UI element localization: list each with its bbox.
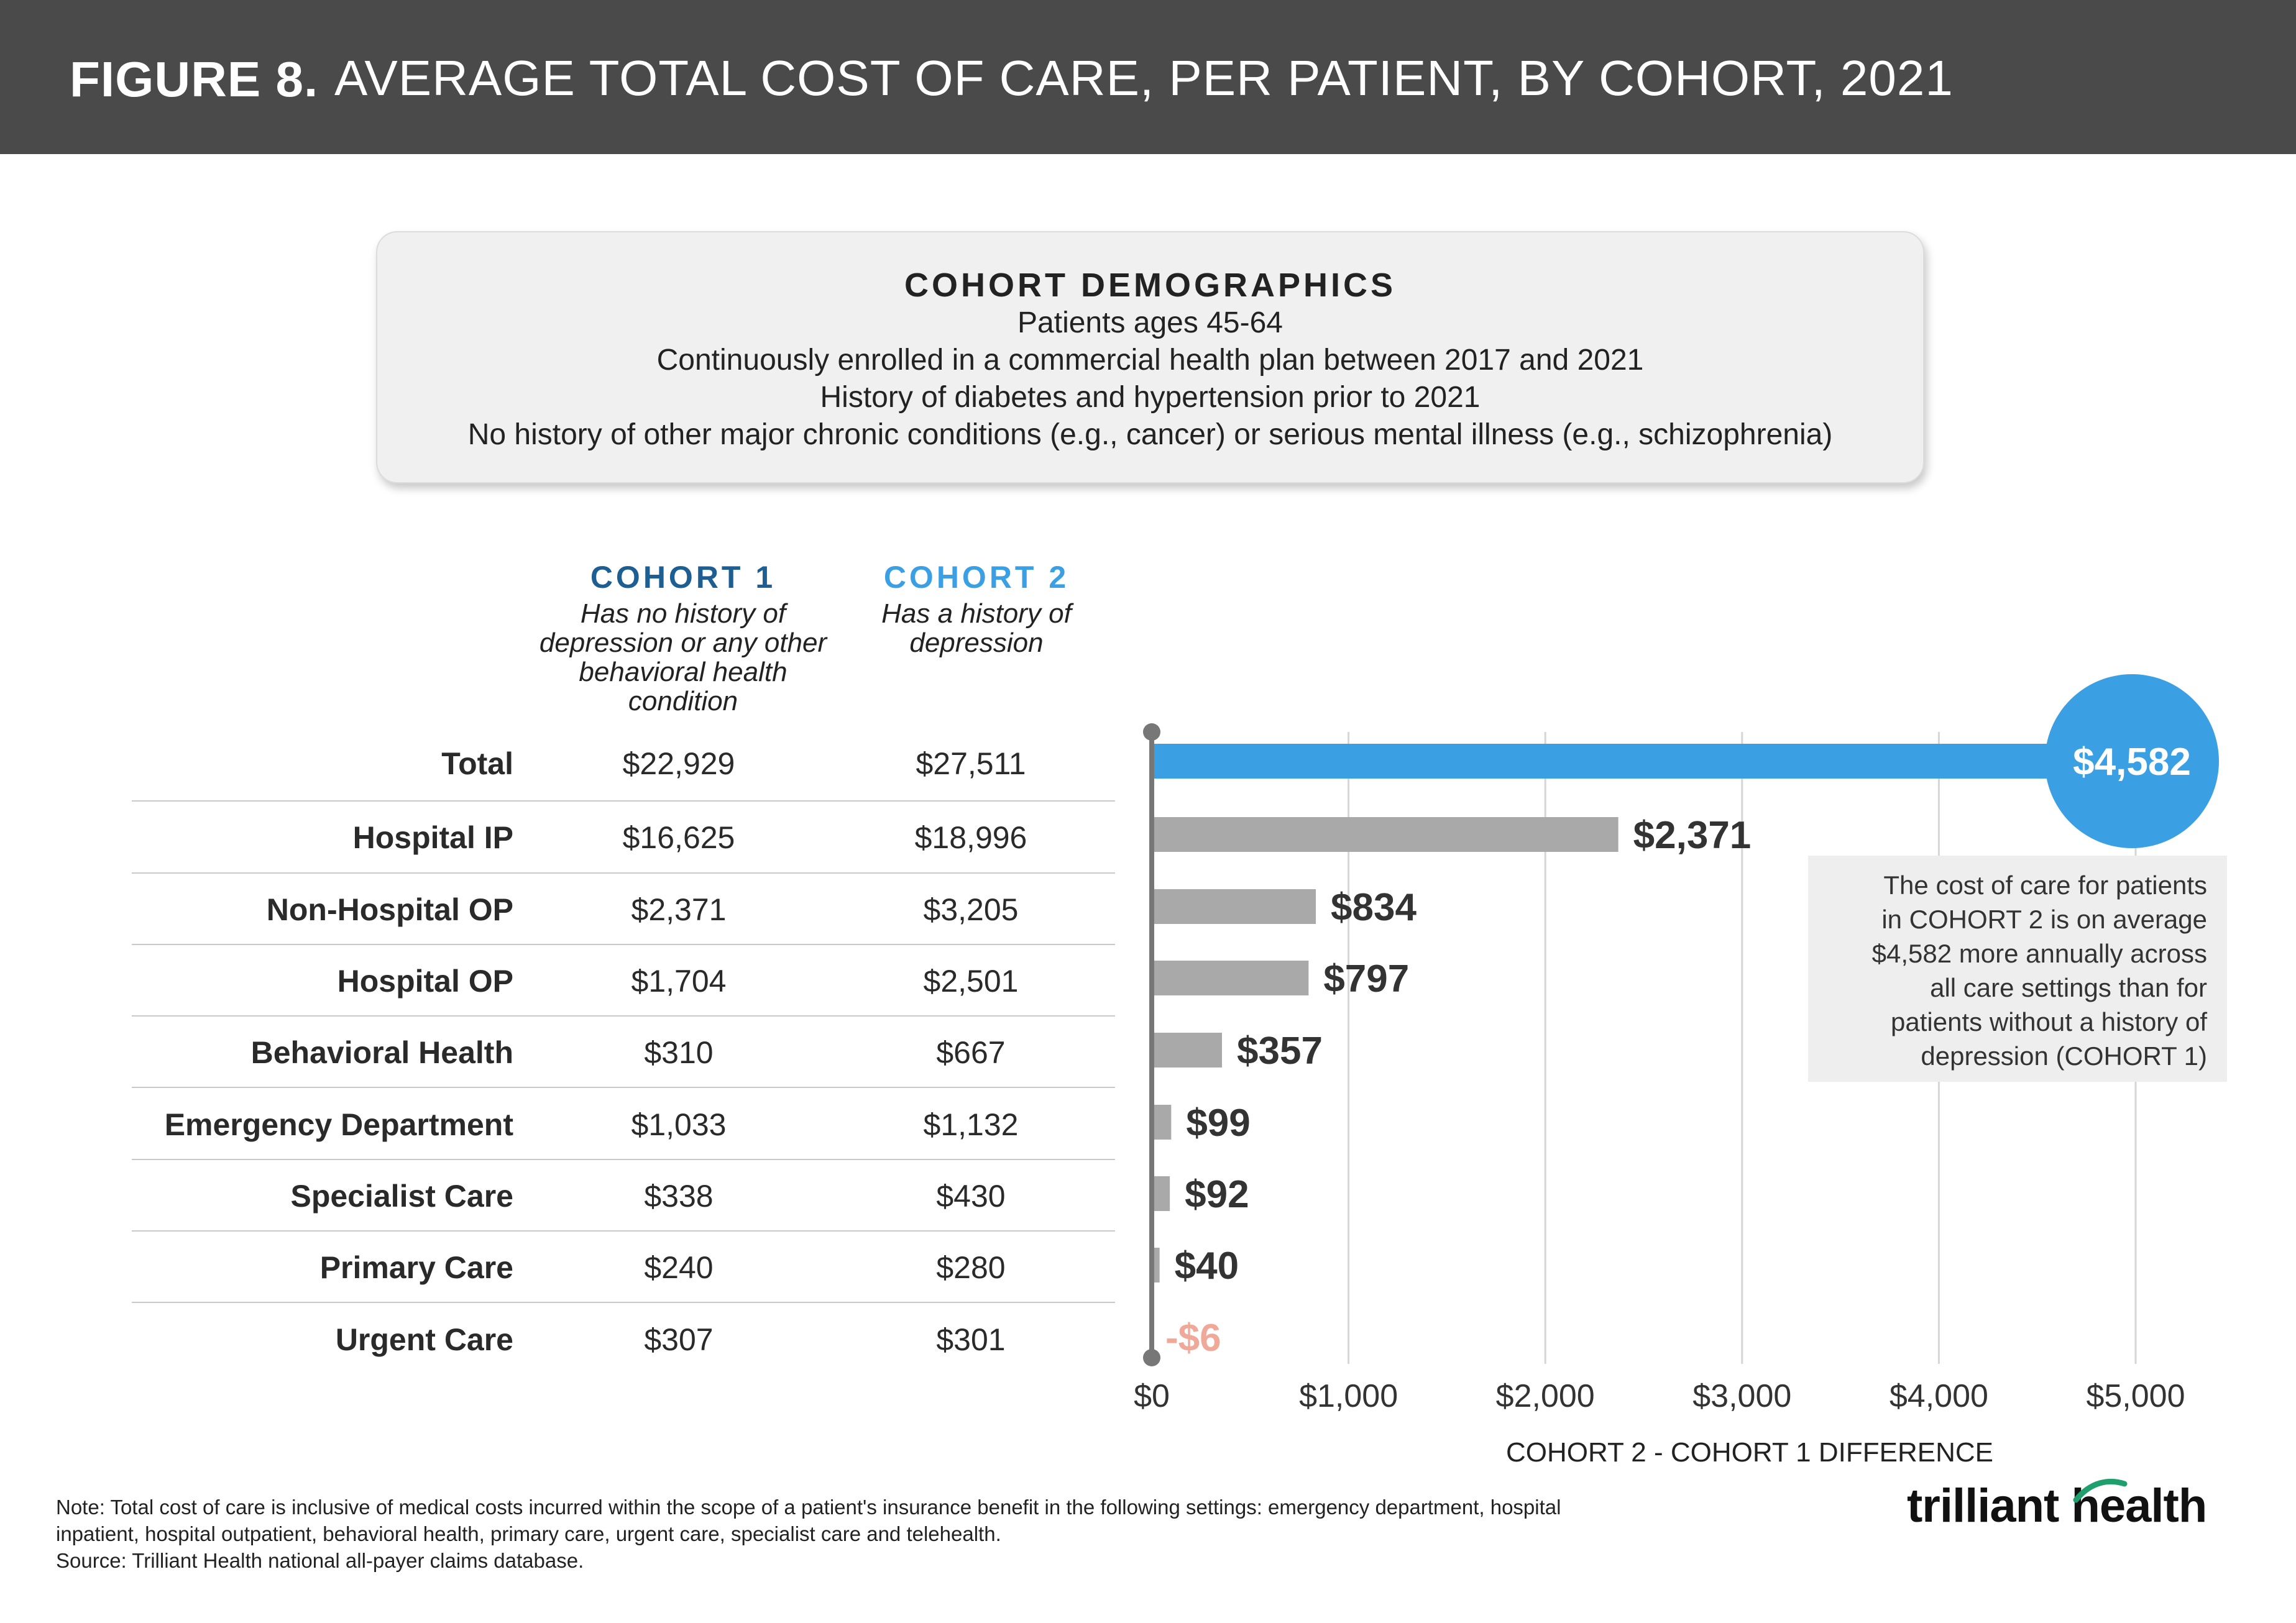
- callout-line: depression (COHORT 1): [1921, 1041, 2207, 1071]
- axis-end-dot: [1143, 1349, 1160, 1366]
- row-divider: [132, 1015, 1115, 1017]
- logo-swoosh-icon: [2073, 1478, 2128, 1503]
- callout-line: $4,582 more annually across: [1871, 939, 2207, 968]
- difference-bar: [1152, 889, 1316, 924]
- cohort1-header: COHORT 1 Has no history of depression or…: [521, 559, 845, 716]
- cohort1-cell: $307: [644, 1322, 714, 1357]
- cohort2-cell: $1,132: [923, 1107, 1019, 1142]
- bar-value-label: $92: [1185, 1173, 1249, 1216]
- axis-end-dot: [1143, 723, 1160, 741]
- row-label-hospital-op: Hospital OP: [337, 964, 513, 999]
- difference-bar: [1152, 961, 1309, 995]
- row-label-primary-care: Primary Care: [319, 1250, 513, 1285]
- cohort2-name: COHORT 2: [883, 560, 1070, 595]
- row-divider: [132, 800, 1115, 802]
- footnote-line: inpatient, hospital outpatient, behavior…: [56, 1522, 1001, 1545]
- cohort1-desc-line: behavioral health: [579, 657, 788, 687]
- row-divider: [132, 1087, 1115, 1088]
- bar-value-label: -$6: [1165, 1317, 1221, 1360]
- x-axis-label: COHORT 2 - COHORT 1 DIFFERENCE: [1506, 1437, 1993, 1468]
- cohort1-cell: $22,929: [622, 746, 735, 781]
- demographics-line: History of diabetes and hypertension pri…: [820, 381, 1481, 414]
- x-tick-label: $3,000: [1692, 1378, 1791, 1414]
- callout-text: The cost of care for patients in COHORT …: [1809, 868, 2207, 1073]
- row-label-behavioral-health: Behavioral Health: [250, 1035, 513, 1070]
- cohort2-desc-line: depression: [909, 628, 1044, 658]
- difference-bar: [1152, 1176, 1170, 1211]
- figure-label: FIGURE 8.: [70, 52, 319, 107]
- row-label-non-hospital-op: Non-Hospital OP: [266, 892, 513, 927]
- bar-value-label: $357: [1237, 1030, 1323, 1072]
- cohort2-cell: $27,511: [916, 746, 1026, 781]
- callout-line: patients without a history of: [1891, 1007, 2207, 1036]
- row-label-total: Total: [441, 746, 513, 781]
- cohort2-cell: $667: [936, 1035, 1006, 1070]
- bar-value-label: $4,582: [2073, 741, 2191, 784]
- difference-bar: [1152, 1033, 1223, 1068]
- bar-value-label: $2,371: [1633, 814, 1752, 857]
- cohort2-desc-line: Has a history of: [881, 598, 1072, 629]
- difference-bar: [1152, 817, 1619, 852]
- cohort1-cell: $2,371: [631, 892, 727, 927]
- row-label-emergency-department: Emergency Department: [164, 1107, 513, 1142]
- cohort1-cell: $1,033: [631, 1107, 727, 1142]
- cohort1-desc-line: depression or any other: [539, 628, 827, 658]
- row-divider: [132, 1302, 1115, 1303]
- cohort1-cell: $338: [644, 1179, 714, 1214]
- callout-line: The cost of care for patients: [1883, 871, 2207, 900]
- row-label-specialist-care: Specialist Care: [290, 1179, 513, 1214]
- cohort2-cell: $430: [936, 1179, 1006, 1214]
- cohort2-description: Has a history of depression: [815, 599, 1138, 657]
- callout-line: in COHORT 2 is on average: [1881, 905, 2207, 934]
- demographics-line: No history of other major chronic condit…: [467, 418, 1833, 451]
- cohort2-header: COHORT 2 Has a history of depression: [815, 559, 1138, 657]
- bar-value-label: $797: [1323, 958, 1409, 1000]
- figure-header: FIGURE 8. AVERAGE TOTAL COST OF CARE, PE…: [0, 0, 2296, 154]
- callout-line: all care settings than for: [1930, 973, 2207, 1002]
- cohort2-cell: $280: [936, 1250, 1006, 1285]
- footnote-line: Note: Total cost of care is inclusive of…: [56, 1496, 1561, 1519]
- footnote-line: Source: Trilliant Health national all-pa…: [56, 1549, 584, 1572]
- cohort1-cell: $16,625: [622, 820, 735, 855]
- row-divider: [132, 1230, 1115, 1232]
- figure-title: AVERAGE TOTAL COST OF CARE, PER PATIENT,…: [334, 50, 1954, 106]
- demographics-line: Continuously enrolled in a commercial he…: [656, 344, 1644, 377]
- cohort2-cell: $3,205: [923, 892, 1019, 927]
- x-tick-label: $1,000: [1299, 1378, 1398, 1414]
- bar-value-label: $99: [1186, 1102, 1250, 1145]
- difference-bar: [1152, 1105, 1172, 1140]
- bar-value-label: $40: [1175, 1245, 1239, 1287]
- cohort1-cell: $310: [644, 1035, 714, 1070]
- cohort2-cell: $18,996: [914, 820, 1027, 855]
- x-tick-label: $5,000: [2086, 1378, 2185, 1414]
- row-divider: [132, 872, 1115, 874]
- cohort1-name: COHORT 1: [590, 560, 776, 595]
- cohort1-desc-line: Has no history of: [580, 598, 786, 629]
- row-divider: [132, 944, 1115, 945]
- x-tick-label: $2,000: [1496, 1378, 1595, 1414]
- demographics-line: Patients ages 45-64: [1017, 306, 1283, 339]
- cohort1-cell: $1,704: [631, 964, 727, 999]
- cohort1-description: Has no history of depression or any othe…: [521, 599, 845, 716]
- row-label-urgent-care: Urgent Care: [335, 1322, 513, 1357]
- demographics-title: COHORT DEMOGRAPHICS: [904, 267, 1396, 304]
- cohort-demographics-box: COHORT DEMOGRAPHICS Patients ages 45-64 …: [376, 231, 1924, 483]
- footnote: Note: Total cost of care is inclusive of…: [56, 1494, 1858, 1574]
- trilliant-health-logo: trilliant health: [1907, 1479, 2207, 1532]
- cohort1-cell: $240: [644, 1250, 714, 1285]
- cohort1-desc-line: condition: [628, 686, 738, 716]
- x-tick-label: $0: [1134, 1378, 1170, 1414]
- x-tick-label: $4,000: [1890, 1378, 1988, 1414]
- bar-value-label: $834: [1331, 886, 1417, 929]
- cohort2-cell: $301: [936, 1322, 1006, 1357]
- total-value-circle: [2045, 674, 2219, 848]
- cohort2-cell: $2,501: [923, 964, 1019, 999]
- row-label-hospital-ip: Hospital IP: [352, 820, 513, 855]
- row-divider: [132, 1159, 1115, 1160]
- total-bar: [1152, 744, 2054, 779]
- callout-box: The cost of care for patients in COHORT …: [1808, 856, 2227, 1082]
